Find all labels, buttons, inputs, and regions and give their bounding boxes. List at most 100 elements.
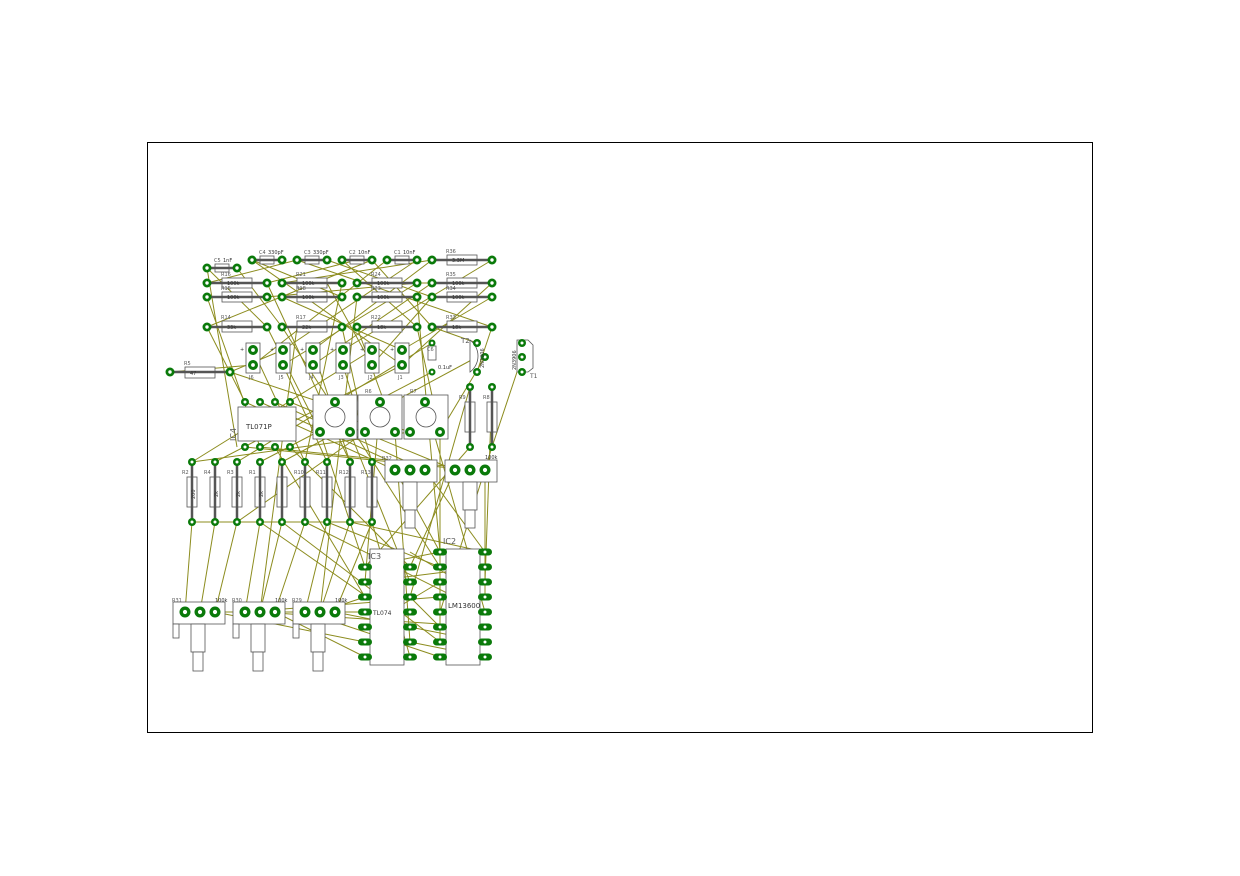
value-r35: 100k bbox=[452, 281, 465, 287]
label-r24: R24 bbox=[371, 272, 381, 278]
pad-drill bbox=[190, 460, 194, 464]
pad-drill bbox=[520, 341, 524, 345]
pad-drill bbox=[190, 520, 194, 524]
pad-drill bbox=[370, 363, 374, 367]
pad-drill bbox=[483, 625, 487, 629]
pad-drill bbox=[438, 655, 442, 659]
pad-drill bbox=[317, 609, 323, 615]
pad-drill bbox=[422, 467, 428, 473]
label-t2: T2 bbox=[460, 337, 470, 345]
label-j5: J5 bbox=[278, 375, 284, 381]
pad-drill bbox=[370, 460, 374, 464]
value-c4: 330pF bbox=[268, 250, 284, 256]
pad-drill bbox=[430, 341, 434, 345]
pad-drill bbox=[242, 609, 248, 615]
airwire bbox=[206, 326, 246, 403]
pad-drill bbox=[490, 445, 494, 449]
plus-j3: + bbox=[330, 347, 334, 353]
pad-drill bbox=[408, 430, 412, 434]
pad-drill bbox=[235, 460, 239, 464]
value-ic3: TL074 bbox=[372, 610, 392, 617]
value-c5: 1nF bbox=[223, 258, 232, 264]
value-r14: 33k bbox=[227, 325, 236, 331]
airwire bbox=[319, 431, 366, 568]
pad-drill bbox=[392, 467, 398, 473]
label-r30: R30 bbox=[232, 598, 242, 604]
label-r5: R5 bbox=[184, 361, 191, 367]
label-ic3: IC3 bbox=[368, 552, 381, 561]
pot-shaft bbox=[310, 623, 326, 653]
pad-drill bbox=[438, 595, 442, 599]
pad-drill bbox=[280, 258, 284, 262]
label-j3: J3 bbox=[338, 375, 344, 381]
pad-drill bbox=[280, 460, 284, 464]
pad-drill bbox=[281, 363, 285, 367]
pad-drill bbox=[483, 355, 487, 359]
value-r1: 2k bbox=[259, 491, 265, 497]
value-r2: 200 bbox=[191, 489, 197, 499]
pad-drill bbox=[288, 445, 292, 449]
pad-drill bbox=[400, 363, 404, 367]
pad-drill bbox=[325, 258, 329, 262]
pad-drill bbox=[197, 609, 203, 615]
pad-drill bbox=[408, 610, 412, 614]
pad-drill bbox=[235, 266, 239, 270]
value-t2: 2N3906 bbox=[480, 348, 486, 368]
pad-drill bbox=[490, 385, 494, 389]
trimmer-knob bbox=[369, 406, 391, 428]
pad-drill bbox=[430, 295, 434, 299]
pot-shaft bbox=[250, 623, 266, 653]
pad-drill bbox=[483, 550, 487, 554]
pad-drill bbox=[341, 363, 345, 367]
value-r23: 100k bbox=[377, 295, 390, 301]
label-c1: C1 bbox=[394, 250, 401, 256]
airwire bbox=[184, 521, 193, 613]
pad-drill bbox=[483, 595, 487, 599]
pad-drill bbox=[490, 295, 494, 299]
pad-drill bbox=[490, 258, 494, 262]
pad-drill bbox=[251, 348, 255, 352]
value-r31: 100k bbox=[215, 598, 228, 604]
value-r34: 100k bbox=[452, 295, 465, 301]
label-r6: R6 bbox=[365, 389, 372, 395]
pad-drill bbox=[318, 430, 322, 434]
value-r15: 100k bbox=[227, 295, 240, 301]
pad-drill bbox=[400, 348, 404, 352]
pad-drill bbox=[355, 281, 359, 285]
pad-drill bbox=[475, 370, 479, 374]
pad-drill bbox=[213, 520, 217, 524]
pad-drill bbox=[235, 520, 239, 524]
label-r23: R23 bbox=[371, 286, 381, 292]
pad-drill bbox=[438, 580, 442, 584]
pad-drill bbox=[325, 460, 329, 464]
pad-drill bbox=[355, 295, 359, 299]
airwire bbox=[394, 469, 441, 553]
airwire bbox=[326, 521, 441, 568]
label-r18: R18 bbox=[296, 286, 306, 292]
value-ic4: TL071P bbox=[245, 423, 272, 431]
pot-shaft bbox=[192, 651, 204, 672]
airwire bbox=[252, 259, 388, 366]
label-c4: C4 bbox=[259, 250, 266, 256]
pad-drill bbox=[205, 295, 209, 299]
airwire bbox=[199, 521, 216, 613]
solder-pads bbox=[165, 255, 526, 661]
label-r34: R34 bbox=[446, 286, 456, 292]
airwire bbox=[282, 259, 418, 351]
value-r21: 100k bbox=[302, 281, 315, 287]
pad-drill bbox=[295, 258, 299, 262]
pad-drill bbox=[393, 430, 397, 434]
pad-drill bbox=[348, 430, 352, 434]
pad-drill bbox=[303, 460, 307, 464]
value-r33: 18k bbox=[452, 325, 461, 331]
airwire bbox=[409, 469, 456, 568]
pad-drill bbox=[182, 609, 188, 615]
label-c6: C6 bbox=[427, 347, 434, 353]
pad-drill bbox=[452, 467, 458, 473]
pot-shaft bbox=[462, 481, 478, 511]
pad-drill bbox=[280, 281, 284, 285]
pad-drill bbox=[272, 609, 278, 615]
pad-drill bbox=[385, 258, 389, 262]
pad-drill bbox=[370, 258, 374, 262]
value-c6: 0.1uF bbox=[438, 365, 452, 371]
